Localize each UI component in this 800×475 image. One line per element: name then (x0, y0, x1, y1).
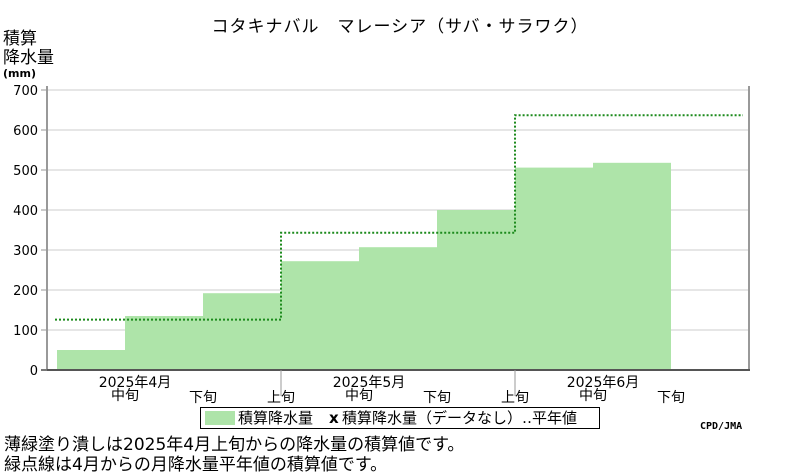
precip-bar (515, 167, 593, 370)
source-credit: CPD/JMA (700, 421, 743, 432)
y-tick-label: 200 (13, 284, 38, 299)
x-tick-label: 下旬 (657, 390, 685, 406)
note-dotted: 緑点線は4月からの月降水量平年値の積算値です。 (4, 455, 388, 475)
y-axis-unit: (mm) (3, 67, 36, 80)
y-tick-label: 600 (13, 124, 38, 139)
legend: 積算降水量 x 積算降水量（データなし）‥平年値 (200, 407, 600, 429)
x-tick-labels: 中旬 下旬 上旬 中旬 下旬 上旬 中旬 下旬 2025年4月 2025年5月 2025年6月 (99, 370, 685, 406)
precip-bar (281, 261, 359, 370)
precip-bar (437, 210, 515, 370)
precip-bar (125, 316, 203, 370)
y-tick-label: 0 (30, 364, 38, 379)
x-tick-label: 中旬 (345, 388, 373, 404)
y-axis-label-line2: 降水量 (3, 48, 54, 68)
normal-line (55, 114, 743, 321)
x-tick-label: 下旬 (423, 390, 451, 406)
note-fill: 薄緑塗り潰しは2025年4月上旬からの降水量の積算値です。 (4, 435, 465, 455)
y-tick-label: 700 (13, 84, 38, 99)
legend-label-normal: 積算降水量（データなし）‥平年値 (342, 409, 578, 427)
x-tick-label: 中旬 (579, 388, 607, 404)
y-axis-label: 積算 降水量 (mm) (3, 30, 54, 80)
axes (41, 86, 750, 371)
precip-bar (57, 350, 125, 370)
precip-bar (593, 162, 671, 370)
precip-bar (359, 247, 437, 370)
y-tick-label: 400 (13, 204, 38, 219)
y-tick-labels: 0 100 200 300 400 500 600 700 (13, 84, 47, 379)
precip-bar (203, 293, 281, 370)
legend-missing-marker: x (329, 409, 339, 427)
x-tick-label: 中旬 (111, 388, 139, 404)
legend-label-bar: 積算降水量 (238, 409, 314, 427)
x-tick-label: 上旬 (501, 390, 529, 406)
month-label: 2025年6月 (567, 375, 640, 391)
precip-area (57, 162, 671, 370)
normal-step-line (55, 114, 743, 321)
y-axis-label-line1: 積算 (3, 29, 37, 49)
month-label: 2025年5月 (333, 375, 406, 391)
x-tick-label: 下旬 (189, 390, 217, 406)
legend-swatch-bar (205, 411, 235, 425)
y-tick-label: 300 (13, 244, 38, 259)
y-tick-label: 100 (13, 324, 38, 339)
y-tick-label: 500 (13, 164, 38, 179)
chart-title: コタキナバル マレーシア（サバ・サラワク） (211, 17, 589, 37)
x-tick-label: 上旬 (267, 390, 295, 406)
month-label: 2025年4月 (99, 375, 172, 391)
